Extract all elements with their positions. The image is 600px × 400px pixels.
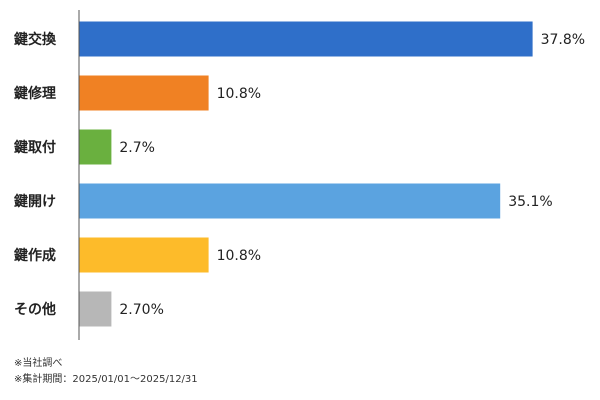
value-label: 2.7% bbox=[119, 140, 155, 156]
category-label: 鍵修理 bbox=[14, 85, 56, 102]
category-label: 鍵開け bbox=[14, 193, 56, 210]
bar-5 bbox=[79, 237, 209, 273]
footnotes: ※当社調べ ※集計期間：2025/01/01～2025/12/31 bbox=[14, 356, 198, 388]
value-labels: 37.8% 10.8% 2.7% 35.1% 10.8% 2.70% bbox=[119, 32, 585, 318]
footnote-period: ※集計期間：2025/01/01～2025/12/31 bbox=[14, 374, 198, 385]
value-label: 10.8% bbox=[217, 86, 261, 102]
bar-6 bbox=[79, 291, 112, 327]
category-label: 鍵取付 bbox=[14, 139, 56, 156]
bar-2 bbox=[79, 75, 209, 111]
value-label: 37.8% bbox=[541, 32, 585, 48]
category-label: 鍵作成 bbox=[14, 247, 56, 264]
value-label: 10.8% bbox=[217, 248, 261, 264]
category-label: 鍵交換 bbox=[14, 31, 57, 48]
value-label: 2.70% bbox=[119, 302, 163, 318]
bars-group bbox=[79, 21, 533, 327]
category-label: その他 bbox=[14, 301, 56, 318]
bar-3 bbox=[79, 129, 112, 165]
bar-4 bbox=[79, 183, 501, 219]
footnote-source: ※当社調べ bbox=[14, 358, 63, 369]
value-label: 35.1% bbox=[508, 194, 552, 210]
bar-1 bbox=[79, 21, 533, 57]
